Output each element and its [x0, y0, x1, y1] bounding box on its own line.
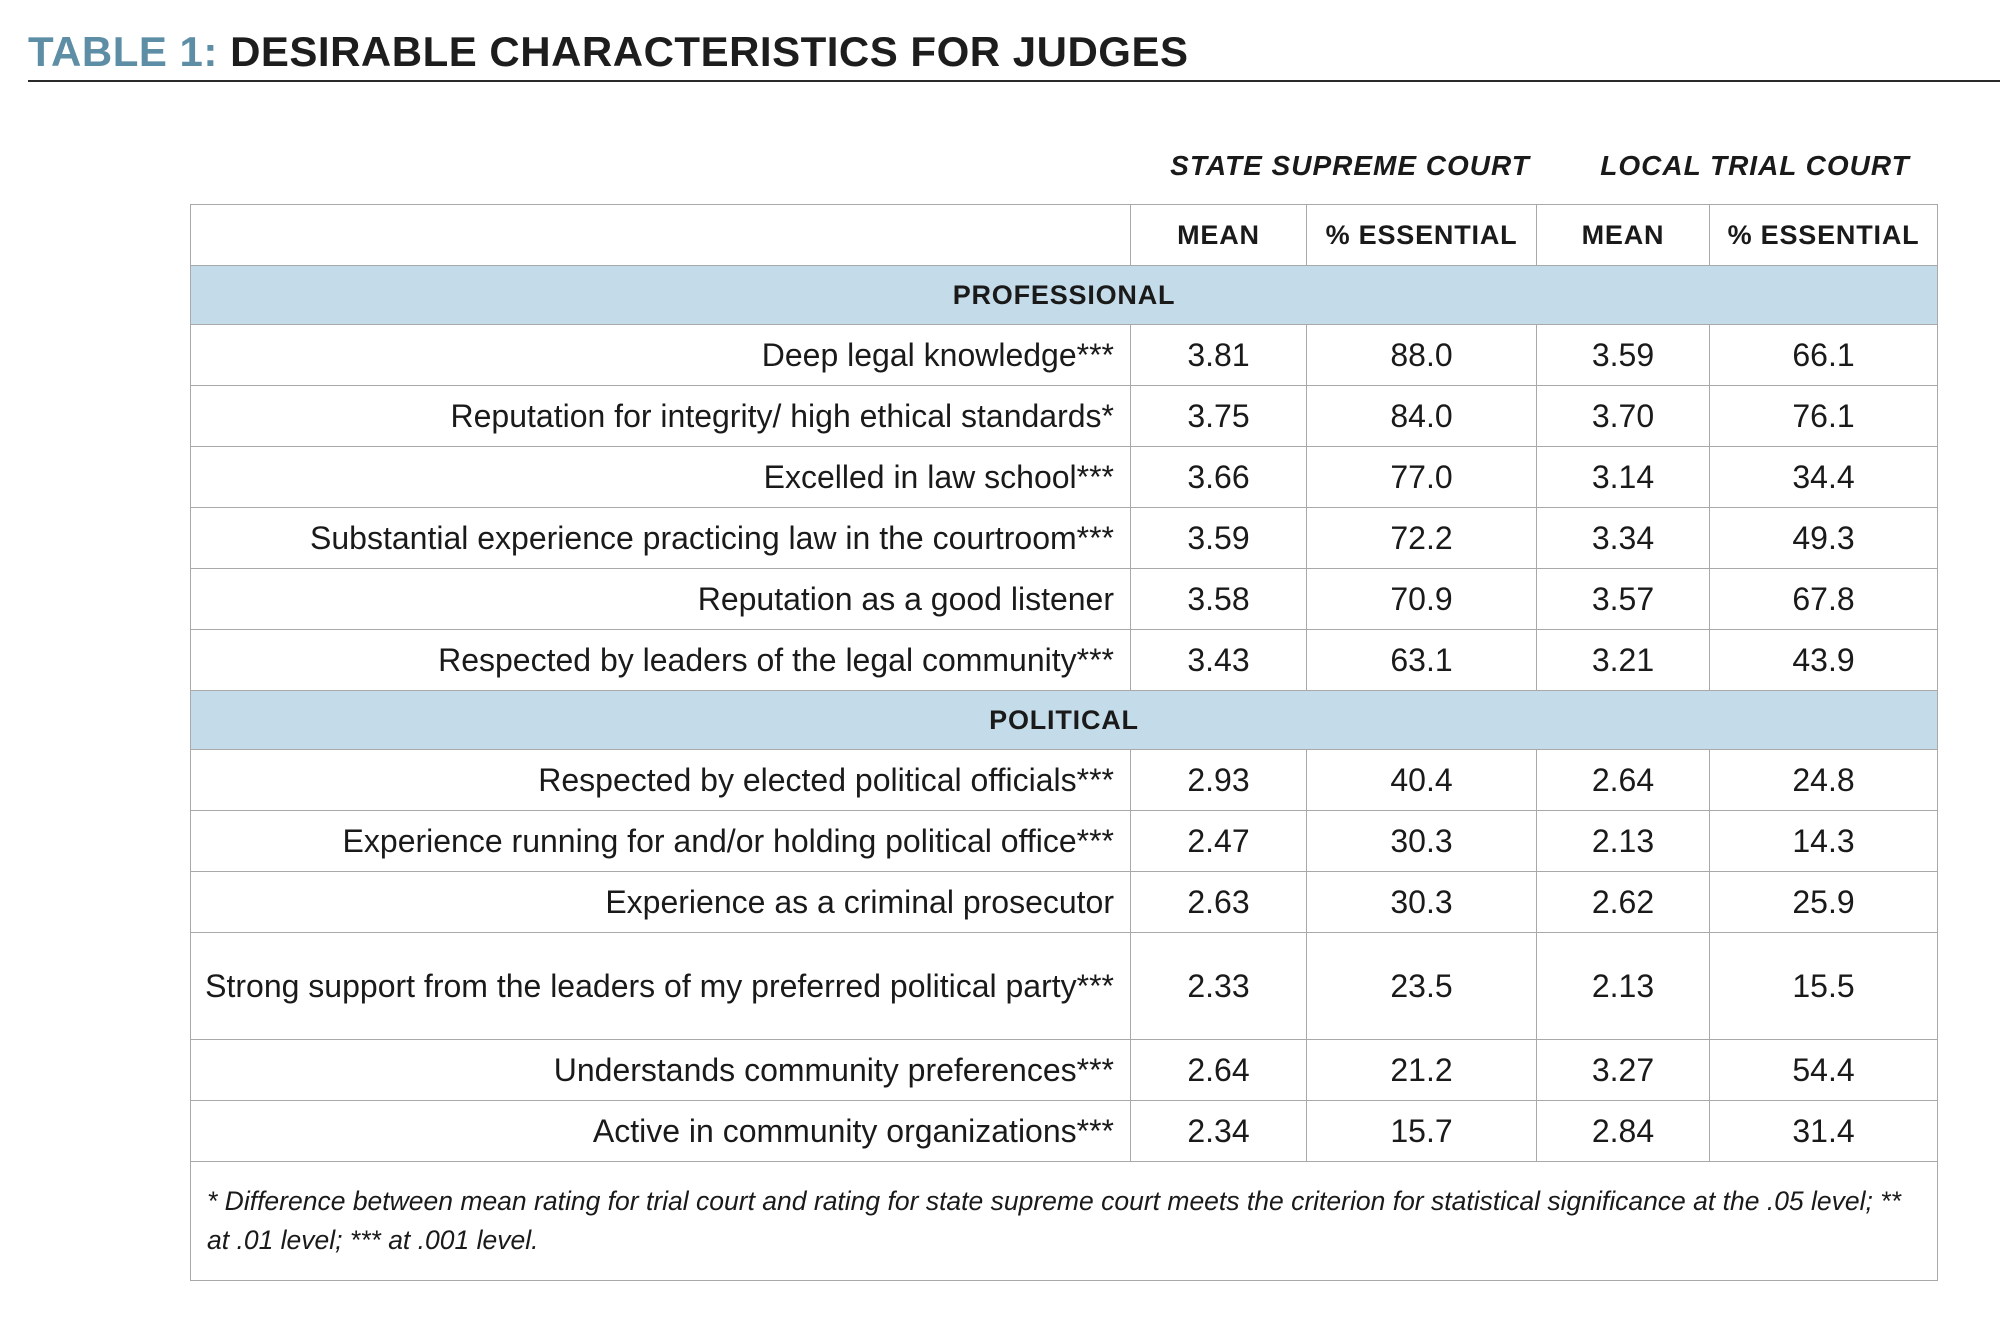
cell-supreme-mean: 3.81	[1130, 324, 1307, 386]
section-header-political: POLITICAL	[190, 690, 1938, 750]
cell-trial-mean: 3.34	[1536, 507, 1710, 569]
cell-trial-essential: 31.4	[1709, 1100, 1938, 1162]
row-label: Experience running for and/or holding po…	[190, 810, 1131, 872]
row-label: Excelled in law school***	[190, 446, 1131, 508]
cell-trial-essential: 76.1	[1709, 385, 1938, 447]
cell-trial-mean: 3.70	[1536, 385, 1710, 447]
cell-supreme-essential: 15.7	[1306, 1100, 1537, 1162]
cell-trial-essential: 24.8	[1709, 749, 1938, 811]
table-row: Reputation as a good listener 3.58 70.9 3.5…	[190, 568, 1938, 630]
cell-trial-mean: 3.14	[1536, 446, 1710, 508]
row-label: Experience as a criminal prosecutor	[190, 871, 1131, 933]
cell-supreme-mean: 3.43	[1130, 629, 1307, 691]
table-row: Experience as a criminal prosecutor 2.63 3…	[190, 871, 1938, 933]
table-row: Substantial experience practicing law in…	[190, 507, 1938, 569]
section-header-professional: PROFESSIONAL	[190, 265, 1938, 325]
cell-supreme-mean: 2.63	[1130, 871, 1307, 933]
cell-trial-mean: 3.21	[1536, 629, 1710, 691]
cell-trial-mean: 2.13	[1536, 932, 1710, 1040]
column-header-trial-essential: % ESSENTIAL	[1709, 204, 1938, 266]
column-header-supreme-mean: MEAN	[1130, 204, 1307, 266]
cell-trial-essential: 25.9	[1709, 871, 1938, 933]
cell-supreme-mean: 2.33	[1130, 932, 1307, 1040]
table-number: TABLE 1:	[28, 28, 218, 75]
column-header-row: MEAN % ESSENTIAL MEAN % ESSENTIAL	[190, 204, 1938, 266]
table-title: TABLE 1: DESIRABLE CHARACTERISTICS FOR J…	[28, 26, 1188, 78]
row-label: Active in community organizations***	[190, 1100, 1131, 1162]
table-row: Reputation for integrity/ high ethical s…	[190, 385, 1938, 447]
characteristics-table: MEAN % ESSENTIAL MEAN % ESSENTIAL PROFES…	[190, 204, 1938, 1281]
section-header-row: PROFESSIONAL	[190, 265, 1938, 325]
row-label: Strong support from the leaders of my pr…	[190, 932, 1131, 1040]
cell-supreme-essential: 77.0	[1306, 446, 1537, 508]
group-header-local-trial-court: LOCAL TRIAL COURT	[1600, 150, 1910, 181]
footnote-row: * Difference between mean rating for tri…	[190, 1161, 1938, 1281]
cell-supreme-mean: 2.93	[1130, 749, 1307, 811]
table-row: Deep legal knowledge*** 3.81 88.0 3.59 66.1	[190, 324, 1938, 386]
cell-supreme-mean: 3.59	[1130, 507, 1307, 569]
column-header-trial-mean: MEAN	[1536, 204, 1710, 266]
cell-trial-essential: 34.4	[1709, 446, 1938, 508]
cell-supreme-essential: 88.0	[1306, 324, 1537, 386]
row-label: Deep legal knowledge***	[190, 324, 1131, 386]
cell-supreme-mean: 3.66	[1130, 446, 1307, 508]
cell-supreme-essential: 84.0	[1306, 385, 1537, 447]
cell-supreme-mean: 2.47	[1130, 810, 1307, 872]
cell-trial-essential: 67.8	[1709, 568, 1938, 630]
cell-supreme-essential: 70.9	[1306, 568, 1537, 630]
table-row: Strong support from the leaders of my pr…	[190, 932, 1938, 1040]
column-header-label	[190, 204, 1131, 266]
row-label: Substantial experience practicing law in…	[190, 507, 1131, 569]
cell-supreme-essential: 72.2	[1306, 507, 1537, 569]
cell-trial-mean: 2.13	[1536, 810, 1710, 872]
cell-supreme-essential: 23.5	[1306, 932, 1537, 1040]
table-row: Excelled in law school*** 3.66 77.0 3.14 34.…	[190, 446, 1938, 508]
table-row: Active in community organizations*** 2.34…	[190, 1100, 1938, 1162]
cell-trial-mean: 2.84	[1536, 1100, 1710, 1162]
cell-supreme-essential: 63.1	[1306, 629, 1537, 691]
title-divider	[28, 80, 2000, 82]
cell-supreme-essential: 30.3	[1306, 871, 1537, 933]
row-label: Respected by elected political officials…	[190, 749, 1131, 811]
table-row: Respected by leaders of the legal commun…	[190, 629, 1938, 691]
table-row: Experience running for and/or holding po…	[190, 810, 1938, 872]
cell-trial-essential: 15.5	[1709, 932, 1938, 1040]
row-label: Reputation for integrity/ high ethical s…	[190, 385, 1131, 447]
column-header-supreme-essential: % ESSENTIAL	[1306, 204, 1537, 266]
group-header-state-supreme-court: STATE SUPREME COURT	[1170, 150, 1530, 181]
footnote: * Difference between mean rating for tri…	[190, 1161, 1938, 1281]
cell-trial-mean: 2.62	[1536, 871, 1710, 933]
cell-trial-essential: 54.4	[1709, 1039, 1938, 1101]
cell-supreme-mean: 3.75	[1130, 385, 1307, 447]
cell-supreme-mean: 2.34	[1130, 1100, 1307, 1162]
cell-trial-essential: 66.1	[1709, 324, 1938, 386]
cell-trial-essential: 49.3	[1709, 507, 1938, 569]
row-label: Reputation as a good listener	[190, 568, 1131, 630]
row-label: Understands community preferences***	[190, 1039, 1131, 1101]
cell-supreme-mean: 2.64	[1130, 1039, 1307, 1101]
cell-trial-essential: 14.3	[1709, 810, 1938, 872]
cell-trial-mean: 3.59	[1536, 324, 1710, 386]
table-row: Respected by elected political officials…	[190, 749, 1938, 811]
cell-supreme-essential: 40.4	[1306, 749, 1537, 811]
cell-supreme-mean: 3.58	[1130, 568, 1307, 630]
table-title-text: DESIRABLE CHARACTERISTICS FOR JUDGES	[230, 28, 1189, 75]
cell-trial-mean: 3.57	[1536, 568, 1710, 630]
cell-supreme-essential: 30.3	[1306, 810, 1537, 872]
section-header-row: POLITICAL	[190, 690, 1938, 750]
cell-trial-mean: 2.64	[1536, 749, 1710, 811]
cell-supreme-essential: 21.2	[1306, 1039, 1537, 1101]
cell-trial-mean: 3.27	[1536, 1039, 1710, 1101]
row-label: Respected by leaders of the legal commun…	[190, 629, 1131, 691]
table-row: Understands community preferences*** 2.64…	[190, 1039, 1938, 1101]
cell-trial-essential: 43.9	[1709, 629, 1938, 691]
